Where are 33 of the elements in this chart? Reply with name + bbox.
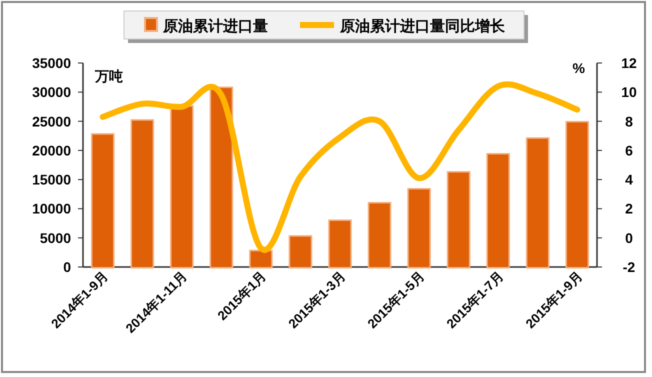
y2-tick-label: 12 bbox=[621, 55, 637, 71]
y2-tick-label: 0 bbox=[625, 230, 634, 246]
y2-tick-label: -2 bbox=[622, 259, 636, 275]
bar bbox=[407, 188, 431, 268]
y-tick-label: 35000 bbox=[32, 55, 72, 71]
bar bbox=[368, 202, 392, 268]
bar bbox=[565, 120, 590, 268]
y-tick-label: 30000 bbox=[32, 84, 72, 100]
legend-label: 原油累计进口量同比增长 bbox=[339, 18, 506, 35]
y2-tick-label: 6 bbox=[625, 142, 634, 158]
y2-tick-label: 10 bbox=[621, 84, 637, 100]
y-tick-label: 5000 bbox=[40, 230, 72, 246]
bar bbox=[210, 86, 234, 268]
y2-axis-title: % bbox=[572, 60, 586, 76]
bar bbox=[486, 153, 510, 268]
y2-tick-label: 8 bbox=[625, 113, 634, 130]
bar bbox=[446, 171, 470, 268]
y2-tick-label: 4 bbox=[625, 172, 634, 188]
bar bbox=[90, 133, 115, 268]
y-tick-label: 20000 bbox=[32, 142, 72, 158]
y-tick-label: 25000 bbox=[32, 113, 72, 130]
y2-tick-label: 2 bbox=[625, 200, 634, 217]
legend-label: 原油累计进口量 bbox=[162, 18, 268, 35]
bar bbox=[170, 105, 194, 268]
bar bbox=[249, 250, 273, 268]
bar bbox=[328, 219, 352, 268]
bar bbox=[526, 137, 550, 268]
bar bbox=[288, 235, 312, 268]
bar bbox=[130, 119, 154, 268]
y-tick-label: 15000 bbox=[32, 172, 72, 188]
y-tick-label: 0 bbox=[63, 259, 72, 275]
y-axis-title: 万吨 bbox=[94, 68, 123, 84]
y-tick-label: 10000 bbox=[32, 200, 72, 217]
